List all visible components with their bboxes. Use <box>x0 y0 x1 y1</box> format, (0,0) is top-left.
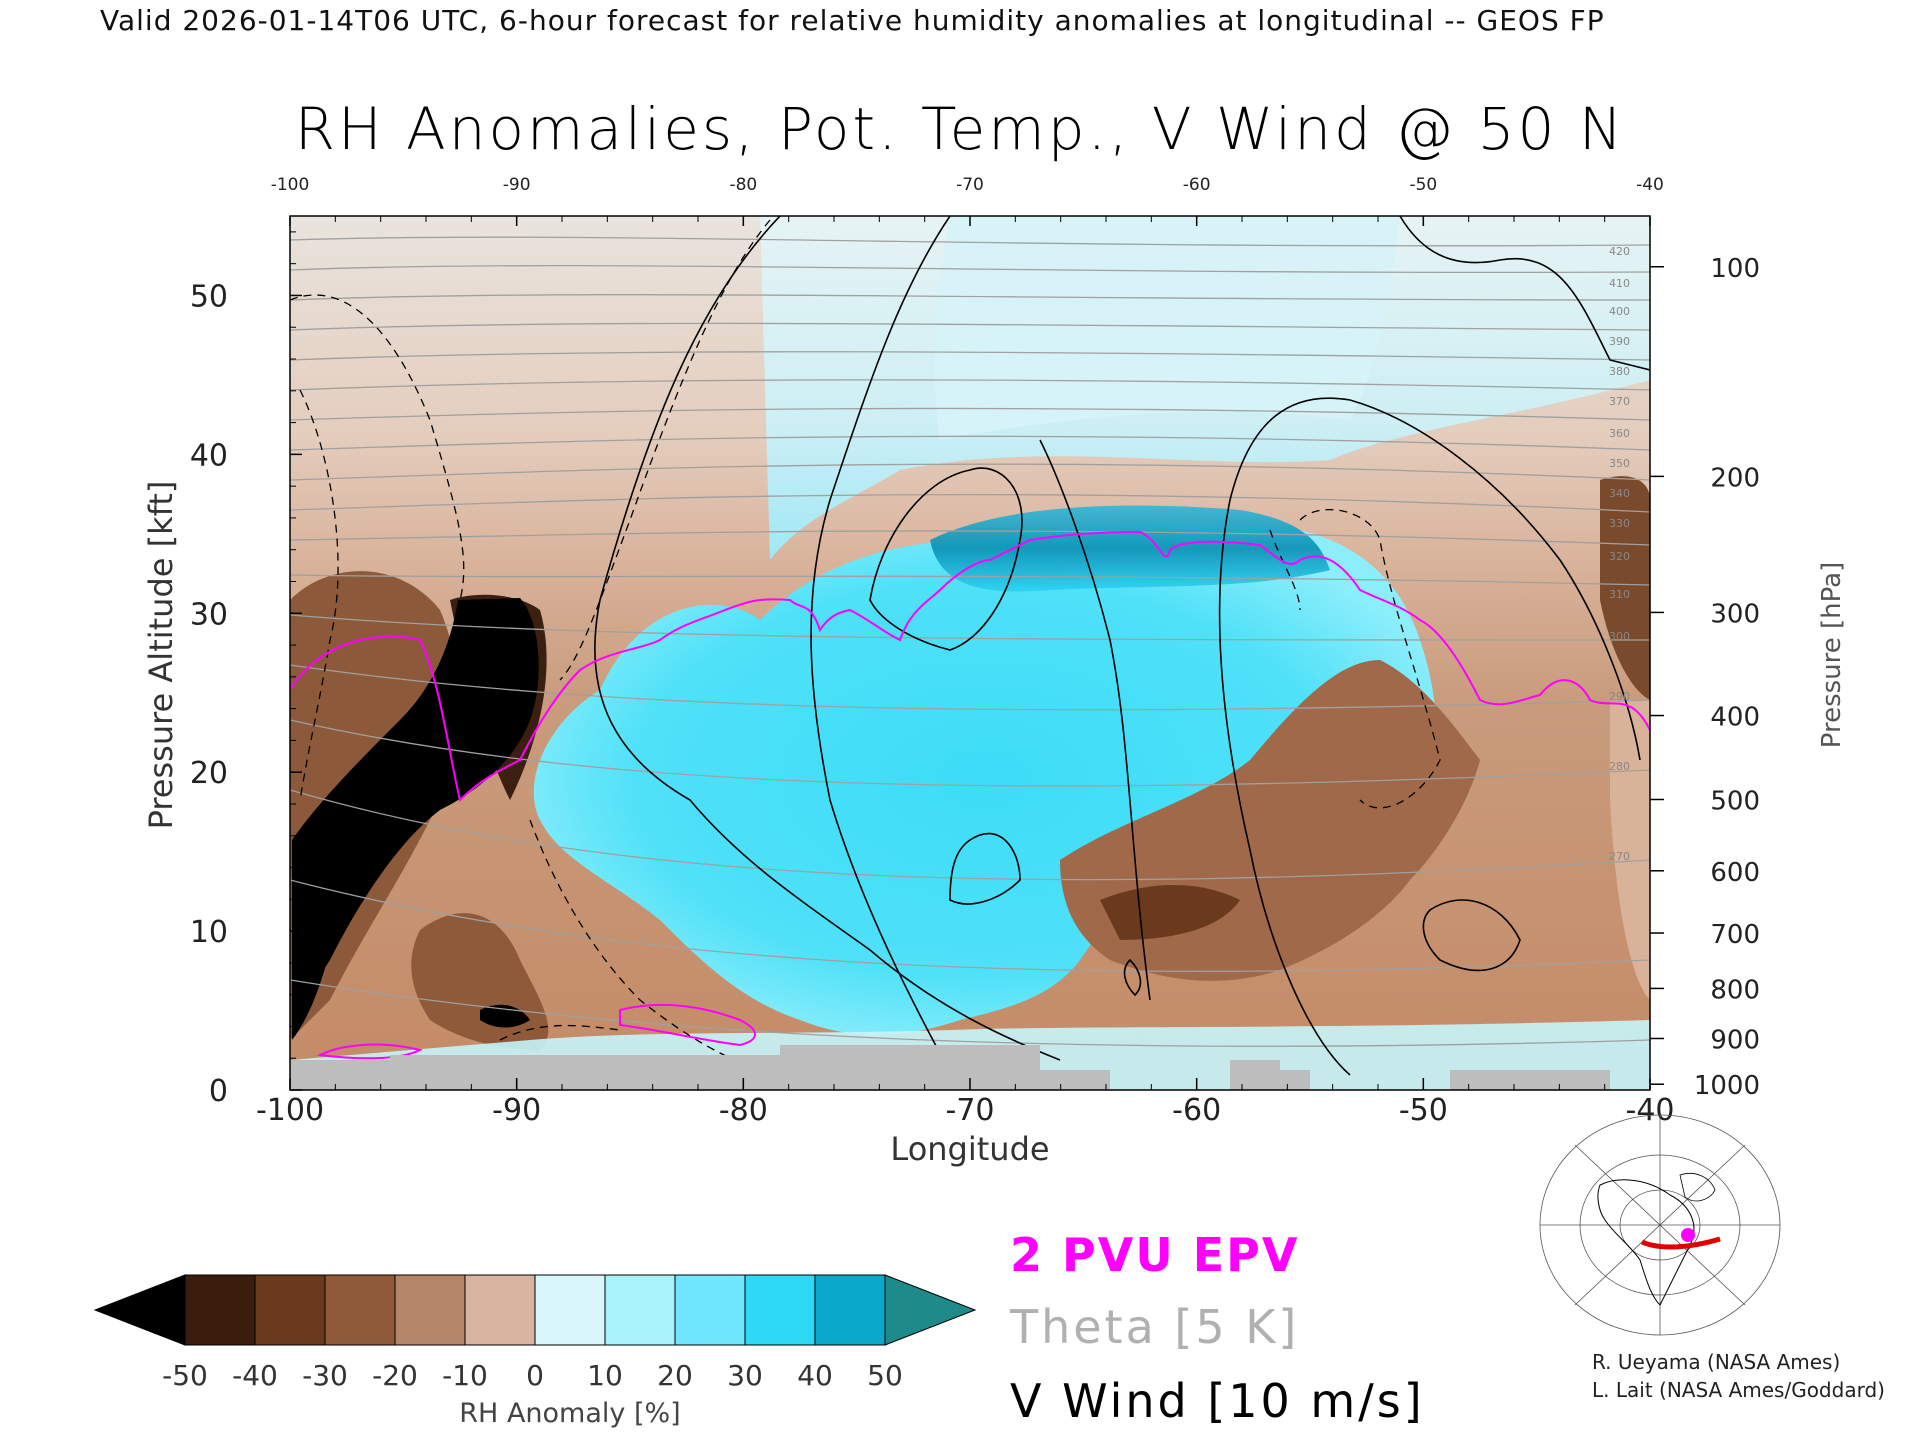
colorbar-bin <box>674 1274 746 1346</box>
legend-theta: Theta [5 K] <box>1010 1300 1300 1354</box>
x-axis-bottom: -100 -90 -80 -70 -60 -50 -40 <box>256 1078 1675 1128</box>
pressure-tick-label: 300 <box>1710 599 1760 629</box>
colorbar-tick-label: -40 <box>232 1359 278 1392</box>
y-tick-label: 50 <box>190 279 228 314</box>
locator-map <box>1539 1114 1781 1336</box>
x-tick-label: -40 <box>1626 1093 1675 1128</box>
theta-contour-label: 410 <box>1609 277 1630 290</box>
x-top-tick-label: -70 <box>956 175 984 195</box>
y-tick-label: 0 <box>209 1074 228 1109</box>
x-top-tick-label: -60 <box>1183 175 1211 195</box>
y-axis-left: 0 10 20 30 40 50 <box>190 231 302 1109</box>
y-tick-label: 30 <box>190 597 228 632</box>
legend-vwind: V Wind [10 m/s] <box>1010 1374 1425 1428</box>
x-tick-label: -70 <box>946 1093 995 1128</box>
y-tick-label: 20 <box>190 756 228 791</box>
pressure-tick-label: 1000 <box>1694 1071 1760 1101</box>
x-axis-top: -100 -90 -80 -70 -60 -50 -40 <box>271 175 1664 226</box>
colorbar-tick-label: 20 <box>657 1359 693 1392</box>
theta-contour-label: 320 <box>1609 550 1630 563</box>
theta-contour-label: 390 <box>1609 335 1630 348</box>
epv-contour <box>290 530 1650 1060</box>
heatmap-field <box>290 216 1650 1090</box>
colorbar-bin <box>184 1274 256 1346</box>
vwind-contours <box>594 216 1650 1090</box>
theta-contour-label: 400 <box>1609 305 1630 318</box>
terrain-mask <box>290 1045 1610 1090</box>
colorbar: -50 -40 -30 -20 -10 0 10 20 30 40 50 <box>93 1274 977 1392</box>
theta-contour-label: 420 <box>1609 245 1630 258</box>
colorbar-min-arrow <box>93 1274 186 1346</box>
theta-contour-label: 370 <box>1609 395 1630 408</box>
pressure-tick-label: 800 <box>1710 975 1760 1005</box>
y-axis-label-right: Pressure [hPa] <box>1817 562 1847 749</box>
theta-contour-label: 350 <box>1609 457 1630 470</box>
theta-contour-label: 300 <box>1609 630 1630 643</box>
legend-epv: 2 PVU EPV <box>1010 1228 1300 1282</box>
chart-title: RH Anomalies, Pot. Temp., V Wind @ 50 N <box>294 95 1626 163</box>
colorbar-tick-label: -20 <box>372 1359 418 1392</box>
credit-line-2: L. Lait (NASA Ames/Goddard) <box>1592 1378 1885 1402</box>
colorbar-tick-label: -50 <box>162 1359 208 1392</box>
x-top-tick-label: -100 <box>271 175 310 195</box>
theta-contour-label: 310 <box>1609 588 1630 601</box>
x-top-tick-label: -80 <box>729 175 757 195</box>
y-axis-right-pressure: 100 200 300 400 500 600 700 800 900 1000 <box>1650 254 1760 1101</box>
pressure-tick-label: 100 <box>1710 254 1760 284</box>
theta-contour-label: 270 <box>1609 850 1630 863</box>
colorbar-max-arrow <box>884 1274 977 1346</box>
theta-contour-label: 280 <box>1609 760 1630 773</box>
theta-contour-label: 380 <box>1609 365 1630 378</box>
theta-label-group: 420 410 400 390 380 370 360 350 340 330 320 310 300 2… <box>1609 245 1630 863</box>
colorbar-tick-label: 30 <box>727 1359 763 1392</box>
x-tick-label: -100 <box>256 1093 324 1128</box>
colorbar-bin <box>324 1274 396 1346</box>
pressure-tick-label: 200 <box>1710 463 1760 493</box>
colorbar-tick-label: 10 <box>587 1359 623 1392</box>
pressure-tick-label: 700 <box>1710 920 1760 950</box>
y-tick-label: 40 <box>190 438 228 473</box>
x-axis-label: Longitude <box>890 1130 1049 1168</box>
theta-contour-label: 340 <box>1609 487 1630 500</box>
valid-time-header: Valid 2026-01-14T06 UTC, 6-hour forecast… <box>100 4 1605 37</box>
x-tick-label: -80 <box>719 1093 768 1128</box>
x-tick-label: -60 <box>1172 1093 1221 1128</box>
colorbar-bin <box>254 1274 326 1346</box>
colorbar-bin <box>464 1274 536 1346</box>
credit-line-1: R. Ueyama (NASA Ames) <box>1592 1350 1841 1374</box>
colorbar-tick-label: -10 <box>442 1359 488 1392</box>
colorbar-bin <box>604 1274 676 1346</box>
x-tick-label: -90 <box>492 1093 541 1128</box>
pressure-tick-label: 500 <box>1710 786 1760 816</box>
pressure-tick-label: 400 <box>1710 703 1760 733</box>
colorbar-bin <box>814 1274 886 1346</box>
colorbar-tick-label: 0 <box>526 1359 544 1392</box>
pressure-tick-label: 900 <box>1710 1025 1760 1055</box>
theta-contour-label: 290 <box>1609 690 1630 703</box>
colorbar-tick-label: -30 <box>302 1359 348 1392</box>
x-top-tick-label: -50 <box>1409 175 1437 195</box>
colorbar-bin <box>744 1274 816 1346</box>
x-top-tick-label: -40 <box>1636 175 1664 195</box>
colorbar-label: RH Anomaly [%] <box>459 1398 680 1429</box>
pressure-tick-label: 600 <box>1710 858 1760 888</box>
colorbar-tick-label: 40 <box>797 1359 833 1392</box>
colorbar-bin <box>394 1274 466 1346</box>
theta-contour-label: 360 <box>1609 427 1630 440</box>
x-tick-label: -50 <box>1399 1093 1448 1128</box>
theta-contours <box>290 236 1650 1047</box>
colorbar-tick-label: 50 <box>867 1359 903 1392</box>
x-top-tick-label: -90 <box>503 175 531 195</box>
colorbar-bin <box>534 1274 606 1346</box>
y-tick-label: 10 <box>190 915 228 950</box>
y-axis-label-left: Pressure Altitude [kft] <box>142 481 180 830</box>
theta-contour-label: 330 <box>1609 517 1630 530</box>
